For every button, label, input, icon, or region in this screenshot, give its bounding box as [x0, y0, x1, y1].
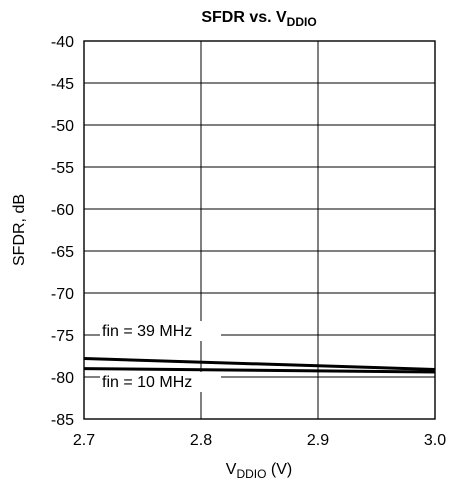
annotation-39mhz-background	[100, 321, 221, 341]
y-tick-label: -45	[51, 76, 74, 93]
y-tick-label: -60	[51, 202, 74, 219]
y-tick-label: -55	[51, 160, 74, 177]
plot-frame	[83, 40, 436, 420]
data-series	[83, 357, 436, 374]
series-line-39mhz	[83, 357, 436, 371]
x-tick-label: 2.9	[307, 432, 329, 449]
y-tick-labels: -40 -45 -50 -55 -60 -65 -70 -75 -80 -85	[51, 34, 74, 429]
y-tick-label: -70	[51, 286, 74, 303]
x-axis-label: VDDIO (V)	[226, 461, 292, 481]
series-line-10mhz	[83, 367, 436, 374]
y-axis-label: SFDR, dB	[11, 194, 28, 266]
x-tick-labels: 2.7 2.8 2.9 3.0	[73, 432, 446, 449]
y-tick-label: -50	[51, 118, 74, 135]
y-tick-label: -75	[51, 328, 74, 345]
y-tick-label: -85	[51, 412, 74, 429]
y-tick-label: -40	[51, 34, 74, 51]
y-tick-label: -65	[51, 244, 74, 261]
series-annotations: fin = 39 MHz fin = 10 MHz	[100, 321, 221, 392]
chart-title: SFDR vs. VDDIO	[201, 9, 316, 29]
annotation-10mhz: fin = 10 MHz	[102, 374, 192, 391]
plot-area: fin = 39 MHz fin = 10 MHz	[83, 40, 436, 420]
x-tick-label: 3.0	[424, 432, 446, 449]
annotation-10mhz-background	[100, 372, 221, 392]
grid-lines	[83, 41, 436, 419]
y-tick-label: -80	[51, 370, 74, 387]
x-tick-label: 2.7	[73, 432, 95, 449]
annotation-39mhz: fin = 39 MHz	[102, 323, 192, 340]
x-tick-label: 2.8	[190, 432, 212, 449]
